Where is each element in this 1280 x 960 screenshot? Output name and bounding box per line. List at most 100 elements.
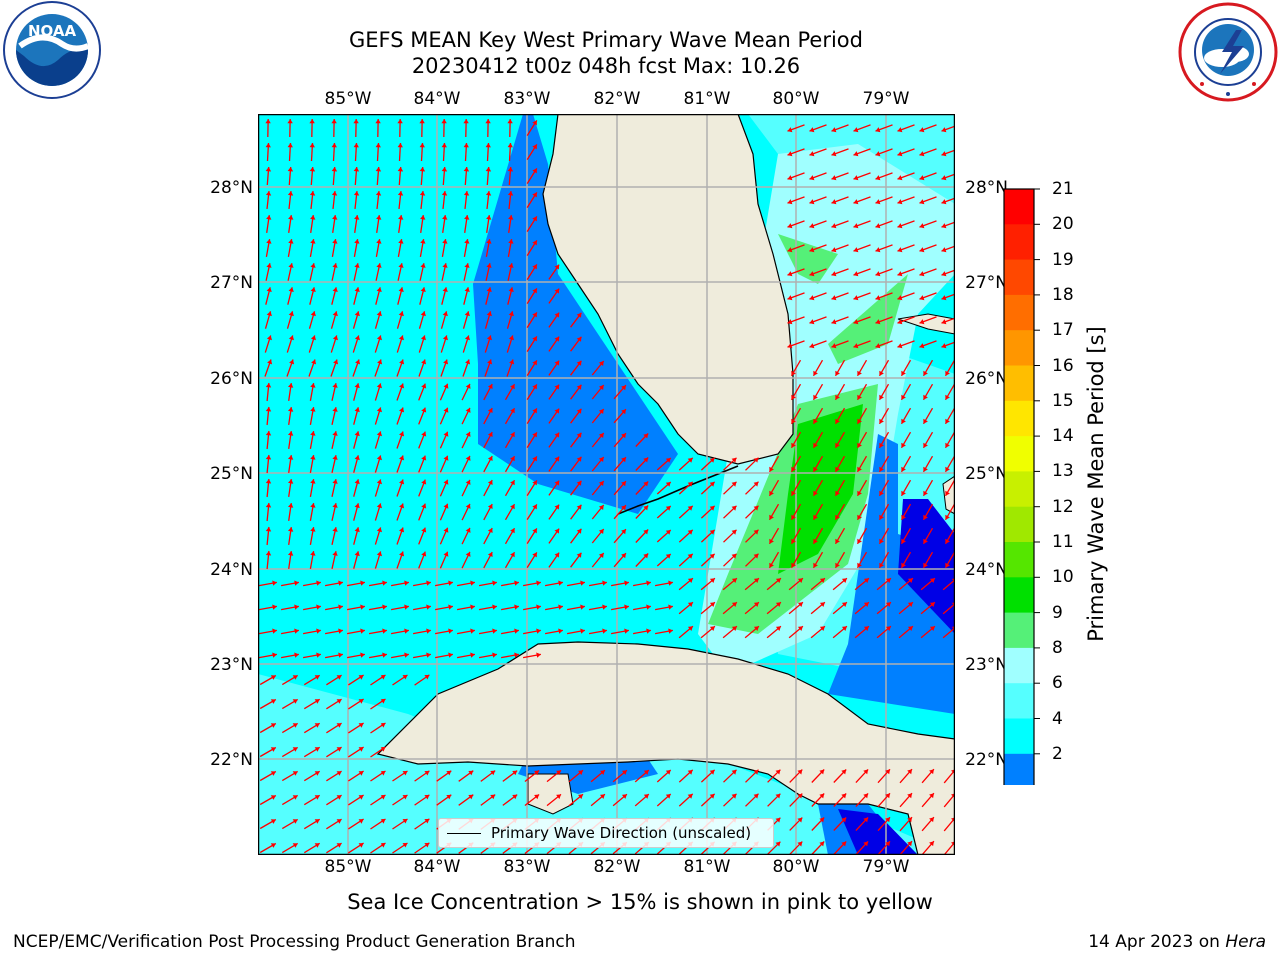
- arrow-head: [578, 794, 583, 800]
- colorbar-segment: [1004, 189, 1034, 225]
- arrow-head: [929, 793, 934, 799]
- arrow-head: [510, 408, 515, 414]
- arrow-head: [643, 433, 649, 439]
- arrow-head: [797, 841, 803, 847]
- arrow-head: [621, 553, 626, 559]
- arrow-head: [835, 538, 840, 544]
- arrow-head: [646, 628, 651, 634]
- arrow-head: [426, 580, 431, 586]
- arrow-head: [399, 455, 405, 461]
- lon-label-bottom: 80°W: [772, 857, 820, 877]
- arrow-head: [576, 384, 582, 390]
- arrow-head: [576, 408, 582, 414]
- lon-label-bottom: 83°W: [503, 857, 551, 877]
- arrow-head: [875, 295, 881, 301]
- arrow-head: [554, 552, 560, 558]
- arrow-head: [332, 407, 338, 412]
- arrow-head: [336, 675, 342, 680]
- arrow-head: [487, 480, 493, 485]
- arrow-head: [643, 505, 649, 511]
- arrow-head: [813, 442, 818, 448]
- arrow-head: [791, 394, 796, 400]
- arrow-head: [853, 199, 859, 205]
- arrow-head: [668, 604, 673, 610]
- arrow-head: [397, 119, 403, 124]
- arrow-head: [420, 239, 426, 244]
- arrow-head: [731, 553, 737, 559]
- arrow-head: [486, 287, 492, 292]
- arrow-head: [443, 455, 449, 461]
- colorbar-segment: [1004, 294, 1034, 331]
- arrow-head: [831, 319, 837, 325]
- arrow-head: [465, 527, 471, 533]
- arrow-head: [331, 119, 337, 124]
- arrow-head: [598, 433, 604, 438]
- arrow-head: [336, 819, 342, 824]
- arrow-head: [643, 794, 649, 799]
- arrow-head: [554, 264, 560, 270]
- arrow-head: [446, 794, 452, 800]
- arrow-head: [336, 747, 342, 752]
- arrow-head: [490, 794, 496, 800]
- colorbar-tick-label: 19: [1052, 249, 1074, 270]
- arrow-head: [441, 167, 448, 172]
- arrow-head: [266, 287, 272, 292]
- arrow-head: [775, 841, 781, 847]
- arrow-head: [901, 418, 906, 424]
- arrow-head: [463, 167, 470, 172]
- arrow-head: [287, 191, 294, 196]
- arrow-head: [919, 127, 925, 133]
- colorbar-tick-label: 12: [1052, 496, 1074, 517]
- arrow-head: [353, 143, 359, 148]
- arrow-head: [464, 239, 470, 244]
- arrow-head: [292, 819, 298, 824]
- arrow-head: [554, 336, 560, 342]
- arrow-head: [292, 699, 298, 704]
- arrow-head: [536, 604, 541, 610]
- lat-label-right: 25°N: [965, 464, 1008, 484]
- arrow-head: [875, 151, 881, 157]
- arrow-head: [857, 514, 862, 520]
- arrow-head: [465, 407, 471, 413]
- arrow-head: [309, 191, 316, 196]
- arrow-head: [853, 343, 859, 349]
- arrow-head: [358, 699, 364, 704]
- arrow-head: [508, 287, 514, 292]
- arrow-head: [819, 602, 825, 607]
- arrow-head: [621, 794, 627, 799]
- arrow-head: [875, 199, 881, 205]
- arrow-head: [919, 271, 925, 277]
- arrow-head: [294, 580, 299, 586]
- arrow-head: [923, 442, 928, 448]
- arrow-head: [292, 843, 298, 848]
- arrow-head: [923, 370, 928, 376]
- arrow-head: [791, 562, 796, 568]
- arrow-head: [554, 480, 560, 486]
- arrow-head: [554, 312, 560, 318]
- arrow-head: [580, 628, 585, 634]
- lat-label-left: 27°N: [210, 273, 253, 293]
- arrow-head: [901, 538, 906, 544]
- period-9-10-area: [778, 234, 838, 284]
- arrow-head: [941, 295, 947, 301]
- arrow-head: [731, 602, 737, 607]
- arrow-head: [857, 562, 862, 568]
- arrow-head: [534, 794, 540, 800]
- arrow-head: [332, 455, 338, 460]
- lon-label-top: 83°W: [503, 89, 551, 109]
- arrow-head: [787, 175, 793, 181]
- arrow-head: [487, 552, 493, 557]
- arrow-head: [600, 794, 605, 799]
- arrow-head: [376, 335, 382, 341]
- arrow-head: [919, 295, 925, 301]
- colorbar-tick-label: 14: [1052, 426, 1074, 447]
- period-2-4-area: [828, 434, 955, 714]
- arrow-head: [265, 527, 272, 532]
- arrow-head: [514, 580, 519, 586]
- arrow-head: [399, 383, 405, 389]
- arrow-head: [665, 458, 671, 463]
- arrow-head: [813, 562, 818, 568]
- colorbar-tick-label: 21: [1052, 179, 1074, 199]
- arrow-head: [624, 580, 629, 586]
- lat-label-right: 24°N: [965, 560, 1008, 580]
